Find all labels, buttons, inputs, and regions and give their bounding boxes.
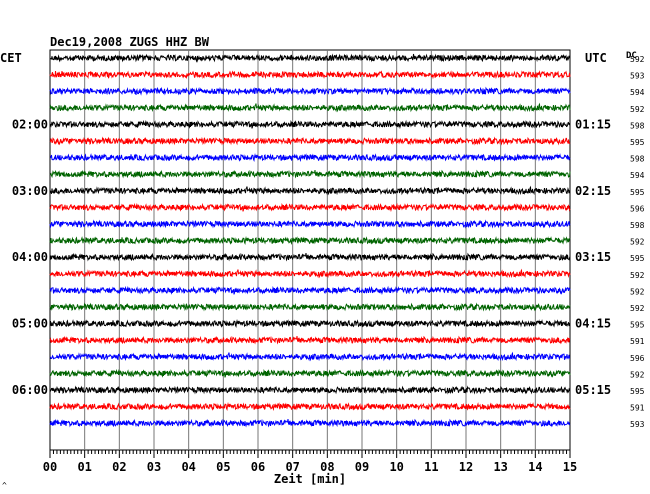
dc-value-label: 595 xyxy=(630,138,645,147)
x-tick-label: 15 xyxy=(563,460,577,474)
dc-value-label: 593 xyxy=(630,420,645,429)
dc-value-label: 594 xyxy=(630,171,645,180)
right-hour-label: 02:15 xyxy=(575,184,611,198)
trace-line xyxy=(49,202,571,213)
x-tick-label: 08 xyxy=(320,460,334,474)
x-tick-label: 01 xyxy=(77,460,91,474)
dc-value-label: 595 xyxy=(630,387,645,396)
dc-value-label: 598 xyxy=(630,221,645,230)
x-tick-label: 00 xyxy=(43,460,57,474)
trace-line xyxy=(50,119,571,130)
trace-line xyxy=(49,70,571,80)
dc-value-label: 592 xyxy=(630,370,645,379)
x-tick-label: 14 xyxy=(528,460,542,474)
right-hour-label: 01:15 xyxy=(575,117,611,131)
traces xyxy=(49,53,571,428)
trace-line xyxy=(49,136,571,146)
trace-line xyxy=(49,302,571,312)
dc-value-label: 591 xyxy=(630,404,645,413)
dc-value-label: 592 xyxy=(630,55,645,64)
trace-line xyxy=(49,268,571,279)
left-hour-label: 05:00 xyxy=(12,317,48,331)
dc-value-label: 595 xyxy=(630,188,645,197)
dc-value-label: 595 xyxy=(630,254,645,263)
trace-line xyxy=(49,252,571,262)
left-hour-label: 04:00 xyxy=(12,250,48,264)
right-timezone-label: UTC xyxy=(585,51,607,65)
trace-line xyxy=(49,102,571,113)
trace-line xyxy=(49,153,571,162)
x-tick-label: 05 xyxy=(216,460,230,474)
labels: 592 593 594 592 598 595 598 594 595 596 598 592 595 5… xyxy=(12,55,645,474)
right-hour-label: 03:15 xyxy=(575,250,611,264)
x-tick-label: 12 xyxy=(459,460,473,474)
trace-line xyxy=(49,402,571,411)
dc-value-label: 592 xyxy=(630,105,645,114)
dc-value-label: 592 xyxy=(630,287,645,296)
x-tick-label: 11 xyxy=(424,460,438,474)
x-axis-label: Zeit [min] xyxy=(274,472,346,486)
grid xyxy=(49,49,571,458)
x-tick-label: 09 xyxy=(355,460,369,474)
x-tick-label: 04 xyxy=(181,460,195,474)
trace-line xyxy=(49,236,571,245)
dc-value-label: 592 xyxy=(630,271,645,280)
trace-line xyxy=(49,169,571,179)
dc-value-label: 596 xyxy=(630,354,645,363)
trace-line xyxy=(49,368,571,379)
trace-line xyxy=(49,385,571,395)
x-tick-label: 13 xyxy=(493,460,507,474)
trace-line xyxy=(49,53,571,63)
dc-value-label: 593 xyxy=(630,72,645,81)
dc-value-label: 598 xyxy=(630,121,645,130)
trace-line xyxy=(49,185,571,196)
dc-header: DC xyxy=(626,51,637,61)
right-hour-label: 04:15 xyxy=(575,317,611,331)
chart-title: Dec19,2008 ZUGS HHZ BW xyxy=(50,35,210,49)
right-hour-label: 05:15 xyxy=(575,383,611,397)
x-tick-label: 02 xyxy=(112,460,126,474)
trace-line xyxy=(49,319,571,328)
dc-value-label: 591 xyxy=(630,337,645,346)
trace-line xyxy=(49,335,571,345)
trace-line xyxy=(49,285,571,296)
trace-line xyxy=(49,351,571,362)
trace-line xyxy=(49,219,571,229)
trace-line xyxy=(49,418,571,428)
trace-line xyxy=(49,86,571,96)
dc-value-label: 596 xyxy=(630,204,645,213)
dc-value-label: 595 xyxy=(630,321,645,330)
x-tick-label: 10 xyxy=(389,460,403,474)
x-tick-label: 03 xyxy=(147,460,161,474)
footer-mark: ^ xyxy=(2,481,7,490)
x-tick-label: 06 xyxy=(251,460,265,474)
left-hour-label: 06:00 xyxy=(12,383,48,397)
left-timezone-label: CET xyxy=(0,51,22,65)
dc-value-label: 592 xyxy=(630,238,645,247)
x-tick-label: 07 xyxy=(285,460,299,474)
left-hour-label: 03:00 xyxy=(12,184,48,198)
left-hour-label: 02:00 xyxy=(12,117,48,131)
dc-value-label: 594 xyxy=(630,88,645,97)
dc-value-label: 598 xyxy=(630,155,645,164)
dc-value-label: 592 xyxy=(630,304,645,313)
